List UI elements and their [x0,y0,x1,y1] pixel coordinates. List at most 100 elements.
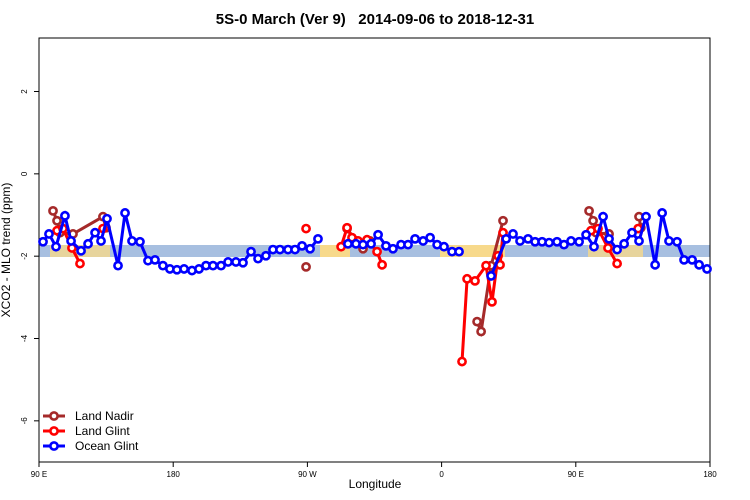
data-point [410,233,420,244]
data-point [366,238,376,249]
legend-label: Land Nadir [75,409,134,423]
data-point [403,239,413,250]
legend-marker [49,426,59,436]
legend-label: Land Glint [75,424,130,438]
data-point [208,260,218,271]
data-point [672,236,682,247]
data-point [604,233,614,244]
x-tick-label: 180 [167,470,181,479]
data-point [216,260,226,271]
data-point [627,227,637,238]
data-point [96,236,106,246]
data-point [612,258,623,269]
data-point [439,241,449,252]
data-point [90,227,100,238]
legend-marker [49,411,59,421]
data-point [544,237,555,248]
data-point [313,233,323,244]
data-point [581,229,591,240]
data-point [76,245,86,256]
data-point [457,356,467,367]
data-point [487,296,497,307]
x-tick-label: 180 [703,470,717,479]
data-point [515,236,525,246]
data-point [589,241,599,252]
data-point [657,208,668,218]
data-point [603,243,613,253]
y-tick-label: -2 [20,252,29,260]
data-point [425,232,436,243]
data-point [342,222,352,233]
data-point [377,259,388,270]
data-point [454,246,464,257]
data-point [38,236,48,247]
data-point [48,205,58,216]
data-point [305,243,315,254]
data-point [476,326,487,337]
data-point [559,239,569,250]
data-point [634,236,644,246]
y-tick-label: 2 [20,89,29,94]
x-tick-label: 90 E [31,470,47,479]
data-point [223,257,233,267]
data-point [650,259,661,270]
legend-marker [49,441,59,451]
data-point [246,246,256,257]
data-point [343,238,353,249]
chart-title: 5S-0 March (Ver 9) 2014-09-06 to 2018-12… [216,11,535,28]
data-point [481,260,491,271]
data-point [51,241,61,252]
legend-label: Ocean Glint [75,439,139,453]
x-tick-label: 0 [439,470,444,479]
data-point [238,257,248,268]
series-line [475,220,505,338]
data-point [679,254,689,265]
data-point [373,229,383,240]
data-point [508,229,518,239]
data-point [301,223,311,234]
data-point [102,213,112,224]
data-point [83,238,93,249]
plot-frame [38,37,711,463]
data-point [127,236,137,246]
y-axis-label: XCO2 - MLO trend (ppm) [0,183,13,318]
data-point [297,240,307,251]
y-tick-label: 0 [20,171,29,176]
data-point [44,229,54,239]
data-point [598,211,608,222]
data-point [301,261,311,272]
data-point [150,254,160,265]
data-point [388,243,398,254]
data-point [120,208,130,218]
y-tick-label: -4 [20,334,29,342]
data-point [290,244,300,255]
data-point [275,244,285,255]
data-point [664,236,674,246]
data-point [60,210,70,221]
data-point [486,271,497,281]
data-point [358,239,368,250]
data-point [66,236,76,246]
data-point [179,264,189,274]
x-tick-label: 90 W [298,470,317,479]
data-point [501,233,512,244]
data-point [584,205,594,216]
data-point [261,250,271,261]
data-point [619,238,630,249]
data-point [52,215,62,226]
data-point [470,275,480,286]
data-point [462,273,472,284]
x-tick-label: 90 E [568,470,584,479]
data-point [612,244,623,255]
data-point [566,236,576,246]
data-point [135,236,145,247]
data-point [694,259,705,270]
data-point [372,246,382,257]
x-axis-label: Longitude [349,477,402,491]
data-point [574,236,584,247]
data-point [498,215,508,226]
data-point [687,254,698,265]
data-point [75,258,85,269]
data-point [472,316,482,327]
